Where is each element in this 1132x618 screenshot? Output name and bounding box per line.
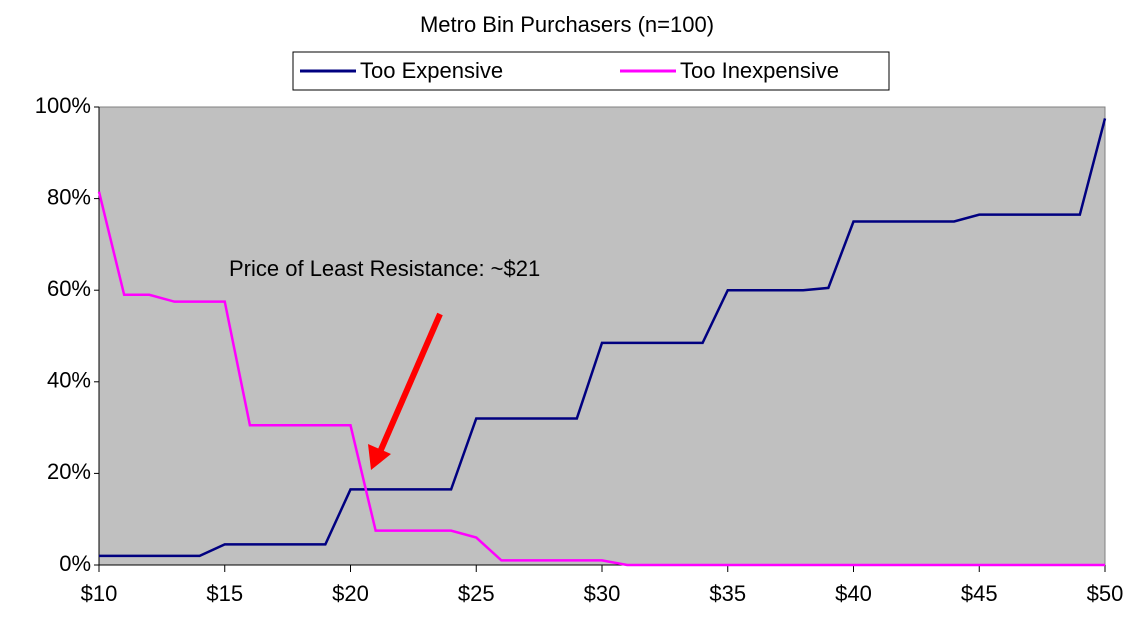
- x-tick-label: $50: [1087, 581, 1124, 606]
- chart-title: Metro Bin Purchasers (n=100): [420, 12, 714, 37]
- annotation-arrowhead: [368, 444, 391, 470]
- y-tick-label: 100%: [35, 93, 91, 118]
- x-tick-label: $35: [709, 581, 746, 606]
- y-tick-label: 80%: [47, 184, 91, 209]
- series-line: [99, 118, 1107, 558]
- y-tick-label: 40%: [47, 368, 91, 393]
- x-tick-label: $40: [835, 581, 872, 606]
- legend-box: [292, 51, 890, 91]
- y-tick-label: 20%: [47, 459, 91, 484]
- legend-label: Too Expensive: [360, 58, 503, 83]
- annotation: Price of Least Resistance: ~$21: [229, 256, 540, 281]
- x-tick-label: $10: [81, 581, 118, 606]
- x-tick-label: $30: [584, 581, 621, 606]
- plot-area: [98, 106, 1106, 566]
- series-line: [97, 191, 1105, 567]
- legend-label: Too Inexpensive: [680, 58, 839, 83]
- y-tick-label: 0%: [59, 551, 91, 576]
- annotation-arrow: [377, 312, 443, 454]
- x-tick-label: $20: [332, 581, 369, 606]
- x-tick-label: $45: [961, 581, 998, 606]
- y-tick-label: 60%: [47, 276, 91, 301]
- x-tick-label: $25: [458, 581, 495, 606]
- x-tick-label: $15: [206, 581, 243, 606]
